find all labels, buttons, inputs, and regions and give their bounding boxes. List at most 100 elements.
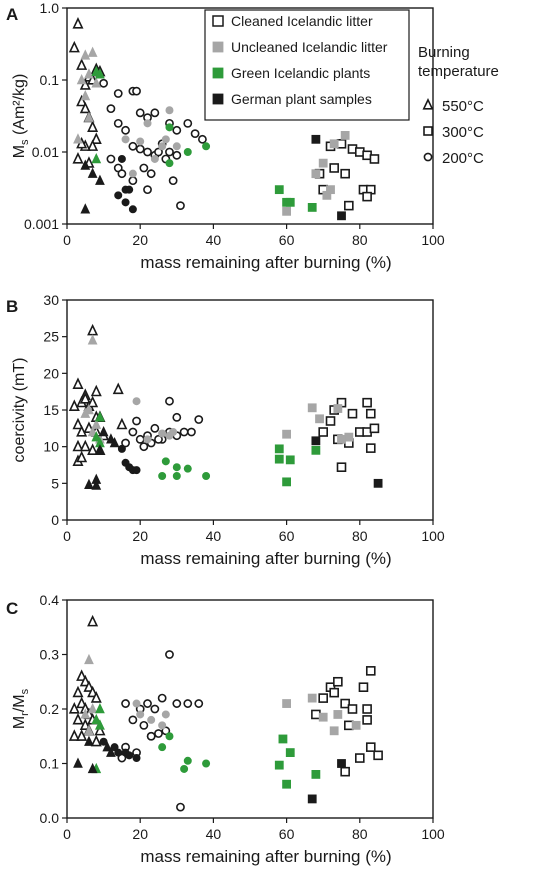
data-point-uncleaned-550 xyxy=(84,724,94,736)
data-point-cleaned-200 xyxy=(194,699,204,708)
data-point-cleaned-300 xyxy=(340,698,350,709)
data-point-green-550 xyxy=(91,431,102,442)
x-axis-label: mass remaining after burning (%) xyxy=(140,549,391,568)
data-point-green-550 xyxy=(95,702,105,714)
data-point-uncleaned-300 xyxy=(337,434,346,444)
legend-label: Cleaned Icelandic litter xyxy=(231,13,373,29)
data-point-uncleaned-550 xyxy=(76,73,87,85)
data-point-cleaned-550 xyxy=(79,674,91,687)
data-point-cleaned-200 xyxy=(146,731,156,741)
data-point-cleaned-550 xyxy=(79,392,91,404)
data-point-cleaned-200 xyxy=(150,704,160,714)
x-tick-label: 20 xyxy=(132,528,148,544)
y-tick-label: 0.1 xyxy=(40,72,60,88)
y-axis-label: Ms (Am²/kg) xyxy=(11,74,31,159)
data-point-uncleaned-200 xyxy=(158,429,167,438)
data-point-cleaned-550 xyxy=(76,58,88,70)
data-point-uncleaned-550 xyxy=(80,49,91,60)
data-point-green-300 xyxy=(285,748,295,757)
x-tick-label: 20 xyxy=(132,826,148,842)
data-point-green-200 xyxy=(202,471,211,480)
data-point-uncleaned-550 xyxy=(84,111,94,122)
data-point-cleaned-200 xyxy=(165,650,174,659)
data-point-cleaned-300 xyxy=(344,720,354,731)
panel-a: A 0 20 40 60 80 100 0.001 0.01 0.1 1.0 mass remaini… xyxy=(6,0,445,272)
data-point-uncleaned-200 xyxy=(143,435,152,444)
data-point-cleaned-300 xyxy=(365,408,376,419)
data-point-cleaned-300 xyxy=(336,138,347,149)
data-point-cleaned-200 xyxy=(150,108,160,118)
data-point-cleaned-200 xyxy=(194,415,204,424)
data-point-cleaned-550 xyxy=(72,17,84,29)
data-point-uncleaned-200 xyxy=(132,699,141,708)
y-axis-label-main: coercivity (mT) xyxy=(11,358,28,463)
data-point-green-550 xyxy=(91,713,102,725)
data-point-cleaned-550 xyxy=(68,399,80,411)
data-point-uncleaned-550 xyxy=(73,133,83,144)
data-point-green-550 xyxy=(95,719,105,730)
data-point-cleaned-300 xyxy=(365,443,376,453)
data-point-uncleaned-300 xyxy=(333,710,343,719)
legend-marker xyxy=(423,152,433,162)
data-point-green-300 xyxy=(274,760,284,770)
data-point-cleaned-550 xyxy=(68,702,80,714)
y-tick-label: 15 xyxy=(43,402,59,418)
data-point-uncleaned-550 xyxy=(87,46,98,57)
data-point-green-300 xyxy=(285,197,295,207)
data-point-uncleaned-550 xyxy=(84,68,94,79)
data-point-uncleaned-200 xyxy=(172,142,181,151)
x-tick-label: 20 xyxy=(132,232,148,248)
data-point-cleaned-300 xyxy=(354,753,365,763)
data-point-cleaned-550 xyxy=(87,685,99,698)
x-tick-label: 40 xyxy=(206,528,222,544)
data-point-german-550 xyxy=(87,762,98,774)
data-point-cleaned-300 xyxy=(362,704,372,714)
data-point-cleaned-200 xyxy=(143,147,152,157)
data-point-cleaned-550 xyxy=(90,734,102,747)
data-point-cleaned-200 xyxy=(183,699,193,708)
x-tick-label: 0 xyxy=(63,232,71,248)
legend-marker xyxy=(423,126,433,136)
y-tick-label: 20 xyxy=(43,365,59,381)
data-point-green-200 xyxy=(202,759,211,768)
y-tick-label: 0.001 xyxy=(24,216,59,232)
data-point-cleaned-300 xyxy=(369,423,380,434)
data-point-german-200 xyxy=(128,205,137,214)
data-point-cleaned-200 xyxy=(150,423,160,433)
data-point-german-200 xyxy=(99,737,108,746)
legend-swatch xyxy=(212,15,224,27)
y-tick-label: 5 xyxy=(51,475,59,491)
data-point-green-550 xyxy=(91,152,102,164)
panel-c: C 0 20 40 60 80 100 0.0 0.1 0.2 0.3 0.4 mass remaini… xyxy=(6,592,445,866)
data-point-cleaned-300 xyxy=(373,750,383,761)
data-point-cleaned-200 xyxy=(168,176,178,186)
data-point-cleaned-200 xyxy=(106,104,116,114)
data-point-uncleaned-550 xyxy=(84,653,94,665)
data-point-green-300 xyxy=(311,445,321,455)
data-point-uncleaned-200 xyxy=(121,135,130,144)
y-tick-label: 0.2 xyxy=(40,701,60,717)
data-point-cleaned-300 xyxy=(347,408,358,419)
temperature-legend-title: Burning xyxy=(418,44,470,61)
data-point-uncleaned-550 xyxy=(87,702,98,714)
data-point-cleaned-200 xyxy=(143,699,152,708)
data-point-cleaned-300 xyxy=(362,191,372,202)
data-point-uncleaned-200 xyxy=(158,142,167,151)
data-point-uncleaned-300 xyxy=(318,158,328,168)
data-point-german-300 xyxy=(311,134,321,144)
data-point-uncleaned-300 xyxy=(282,429,292,439)
data-point-uncleaned-300 xyxy=(311,169,321,179)
data-point-green-200 xyxy=(202,142,211,151)
data-point-uncleaned-300 xyxy=(282,206,292,216)
x-tick-label: 60 xyxy=(279,528,295,544)
data-point-cleaned-550 xyxy=(72,439,84,452)
data-point-uncleaned-300 xyxy=(318,712,328,722)
data-point-german-200 xyxy=(114,748,123,757)
data-point-green-300 xyxy=(278,734,288,744)
data-point-german-550 xyxy=(98,425,109,437)
data-point-cleaned-550 xyxy=(76,729,88,741)
data-point-german-200 xyxy=(132,466,141,475)
data-point-german-200 xyxy=(121,198,130,207)
data-point-green-200 xyxy=(165,123,174,132)
